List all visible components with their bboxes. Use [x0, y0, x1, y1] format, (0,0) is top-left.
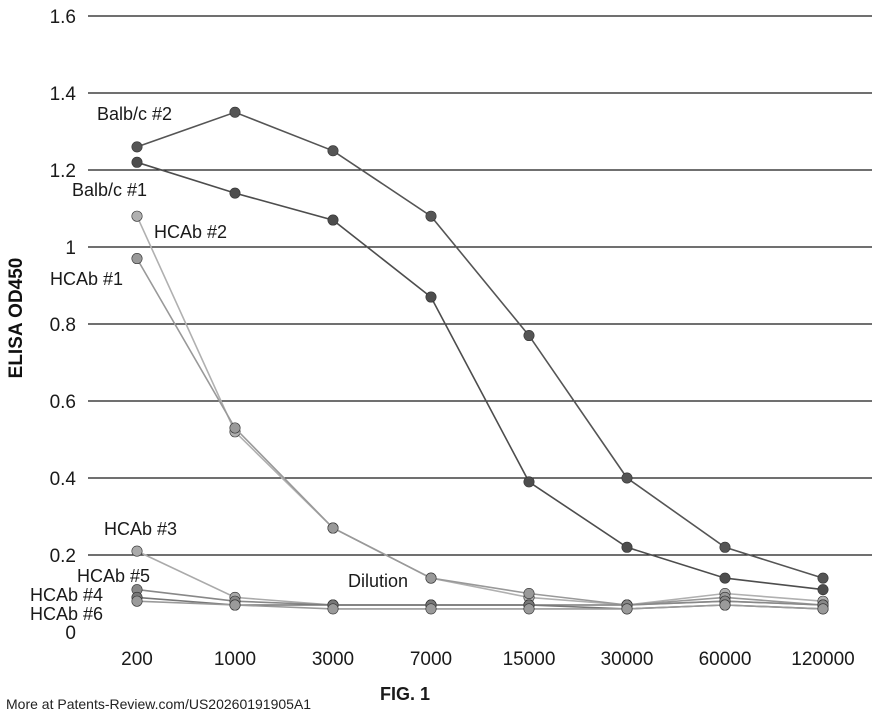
data-point [425, 291, 437, 303]
data-point [131, 156, 143, 168]
data-point [719, 599, 731, 611]
data-point [327, 603, 339, 615]
y-tick-label: 1.4 [50, 84, 77, 105]
data-point [425, 603, 437, 615]
series-label: Balb/c #2 [97, 104, 172, 124]
y-tick-label: 1.2 [50, 161, 76, 182]
data-point [327, 145, 339, 157]
x-tick-labels: 200 1000 3000 7000 15000 30000 60000 120000 [121, 649, 855, 670]
series-label: HCAb #4 [30, 585, 103, 605]
series-line [136, 600, 824, 610]
series-line [136, 215, 824, 606]
series-labels: Balb/c #2 Balb/c #1 HCAb #2 HCAb #1 HCAb #3 H… [30, 104, 227, 624]
series-lines [131, 106, 829, 615]
source-footer: More at Patents-Review.com/US20260191905… [6, 696, 312, 712]
series-line [136, 161, 824, 591]
data-point [229, 599, 241, 611]
figure-label: FIG. 1 [380, 684, 431, 704]
data-point [229, 422, 241, 434]
y-tick-label: 0.8 [50, 315, 76, 336]
x-axis-label: Dilution [348, 571, 408, 591]
data-point [621, 472, 633, 484]
series-label: HCAb #1 [50, 269, 123, 289]
x-tick-label: 15000 [503, 649, 556, 670]
y-axis-label: ELISA OD450 [6, 258, 27, 379]
y-tick-label: 1 [65, 238, 76, 259]
data-point [425, 210, 437, 222]
data-point [131, 545, 143, 557]
series-label: Balb/c #1 [72, 180, 147, 200]
series-label: HCAb #6 [30, 604, 103, 624]
data-point [229, 187, 241, 199]
y-tick-label: 0.2 [50, 546, 76, 567]
x-tick-label: 3000 [312, 649, 354, 670]
series-line [136, 111, 824, 579]
y-tick-label: 1.6 [50, 7, 76, 28]
y-tick-label: 0.6 [50, 392, 76, 413]
series-label: HCAb #3 [104, 519, 177, 539]
data-point [425, 572, 437, 584]
data-point [131, 253, 143, 265]
series-line [136, 258, 824, 606]
data-point [327, 522, 339, 534]
data-point [131, 210, 143, 222]
x-tick-label: 200 [121, 649, 153, 670]
data-point [719, 572, 731, 584]
y-tick-label: 0 [65, 623, 76, 644]
x-tick-label: 120000 [791, 649, 854, 670]
data-point [817, 584, 829, 596]
data-point [523, 587, 535, 599]
data-point [131, 595, 143, 607]
data-point [817, 572, 829, 584]
data-point [523, 476, 535, 488]
gridlines [88, 15, 872, 556]
data-point [621, 603, 633, 615]
data-point [621, 541, 633, 553]
x-tick-label: 7000 [410, 649, 452, 670]
data-point [523, 330, 535, 342]
y-tick-label: 0.4 [50, 469, 77, 490]
x-tick-label: 1000 [214, 649, 256, 670]
data-point [817, 603, 829, 615]
x-tick-label: 30000 [601, 649, 654, 670]
series-balb-c-1 [131, 156, 829, 596]
data-point [523, 603, 535, 615]
series-label: HCAb #5 [77, 566, 150, 586]
data-point [229, 106, 241, 118]
y-tick-labels: 0 0.2 0.4 0.6 0.8 1 1.2 1.4 1.6 [50, 7, 77, 644]
x-tick-label: 60000 [699, 649, 752, 670]
series-hcab-1 [131, 253, 829, 611]
data-point [131, 141, 143, 153]
data-point [327, 214, 339, 226]
series-hcab-6 [131, 595, 829, 615]
data-point [719, 541, 731, 553]
series-balb-c-2 [131, 106, 829, 584]
series-label: HCAb #2 [154, 222, 227, 242]
